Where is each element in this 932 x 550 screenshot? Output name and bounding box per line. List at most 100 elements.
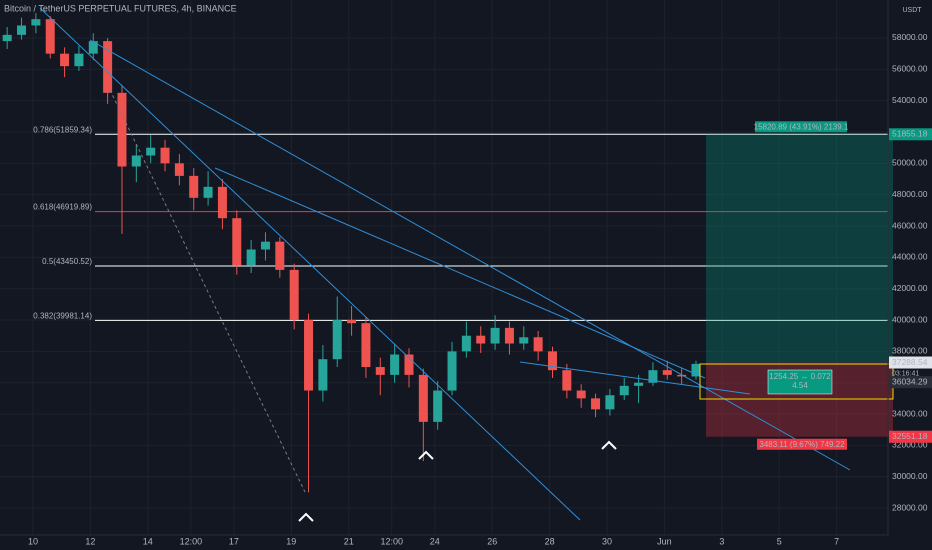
y-tick-label: 58000.00 [892, 32, 928, 42]
candle-body [160, 147, 170, 164]
candle-body [117, 92, 127, 167]
stop-label: 3483.11 (9.67%) 749.22 [759, 440, 845, 449]
candle-body [232, 218, 242, 266]
candle-body [504, 327, 514, 344]
x-tick-label: 12 [85, 536, 95, 546]
candle-body [103, 41, 113, 93]
target-label: 15820.89 (43.91%) 2139.1 [754, 122, 849, 131]
caret [601, 440, 617, 450]
candle-body [390, 354, 400, 375]
currency: USDT [902, 7, 922, 14]
candle-body [318, 359, 328, 391]
x-tick-label: 14 [143, 536, 153, 546]
y-tick-label: 44000.00 [892, 252, 928, 262]
candle-body [131, 155, 141, 167]
chart-title: Bitcoin / TetherUS PERPETUAL FUTURES, 4h… [4, 3, 237, 13]
caret [298, 512, 314, 522]
y-tick-label: 48000.00 [892, 189, 928, 199]
x-tick-label: 12:00 [180, 536, 203, 546]
y-tick-label: 46000.00 [892, 220, 928, 230]
price-tag: 37288.54 [892, 357, 928, 367]
candle-body [490, 327, 500, 344]
info-box [767, 369, 833, 395]
x-tick-label: 30 [602, 536, 612, 546]
candle-body [433, 390, 443, 422]
candle-body [60, 53, 70, 67]
x-tick-label: 12:00 [380, 536, 403, 546]
dashed-line [109, 89, 306, 493]
y-tick-label: 30000.00 [892, 471, 928, 481]
info-text: 4.54 [792, 381, 808, 390]
trend-line [39, 7, 581, 521]
candle-body [547, 351, 557, 371]
y-tick-label: 42000.00 [892, 283, 928, 293]
price-tag-bg [889, 376, 932, 389]
candle-body [648, 370, 658, 383]
candle-body [31, 19, 41, 26]
x-tick-label: 17 [229, 536, 239, 546]
candle-body [634, 382, 644, 386]
candle-body [447, 351, 457, 391]
candle-body [174, 163, 184, 176]
candle-body [361, 323, 371, 368]
candle-body [375, 367, 385, 375]
candle-body [691, 363, 701, 377]
candle-body [576, 390, 586, 399]
fib-label: 0.618(46919.89) [33, 203, 92, 212]
candle-body [519, 337, 529, 344]
y-tick-label: 56000.00 [892, 64, 928, 74]
target-label-bg [755, 121, 847, 133]
y-tick-label: 38000.00 [892, 346, 928, 356]
price-tag-bg [889, 430, 932, 443]
candle-body [304, 320, 314, 391]
candle-body [605, 395, 615, 410]
x-tick-label: 10 [28, 536, 38, 546]
fib-label: 0.382(39981.14) [33, 311, 92, 320]
x-tick-label: 28 [545, 536, 555, 546]
price-tag-bg [889, 356, 932, 369]
candle-body [404, 354, 414, 375]
y-tick-label: 28000.00 [892, 502, 928, 512]
candle-body [347, 320, 357, 324]
x-tick-label: 26 [487, 536, 497, 546]
y-tick-label: 54000.00 [892, 95, 928, 105]
candle-body [246, 249, 256, 266]
x-tick-label: 3 [719, 536, 724, 546]
profit-zone [706, 134, 893, 363]
y-tick-label: 50000.00 [892, 158, 928, 168]
candle-body [189, 175, 199, 198]
candle-body [562, 370, 572, 391]
y-tick-label: 34000.00 [892, 408, 928, 418]
y-tick-label: 32000.00 [892, 440, 928, 450]
candle-body [289, 269, 299, 321]
trend-line [214, 167, 706, 379]
x-tick-label: 19 [286, 536, 296, 546]
caret [418, 450, 434, 460]
candle-body [677, 374, 687, 377]
candle-body [275, 241, 285, 270]
candle-body [662, 370, 672, 375]
candle-body [533, 337, 543, 352]
trend-line [519, 361, 751, 395]
x-tick-label: 24 [430, 536, 440, 546]
candle-body [260, 241, 270, 250]
candle-body [17, 25, 27, 35]
price-tag: 51855.18 [892, 129, 928, 139]
candle-body [476, 335, 486, 344]
x-tick-label: 5 [777, 536, 782, 546]
candle-body [203, 186, 213, 198]
price-tag-bg [889, 128, 932, 141]
price-tag: 32551.18 [892, 431, 928, 441]
candle-body [591, 398, 601, 410]
candle-body [146, 147, 156, 156]
candle-body [217, 186, 227, 219]
candle-body [45, 19, 55, 54]
fib-label: 0.5(43450.52) [42, 257, 92, 266]
x-tick-label: 21 [344, 536, 354, 546]
x-tick-label: Jun [657, 536, 672, 546]
candle-body [2, 34, 12, 42]
info-text: 1254.25 ↔ 0.072 [769, 372, 831, 381]
